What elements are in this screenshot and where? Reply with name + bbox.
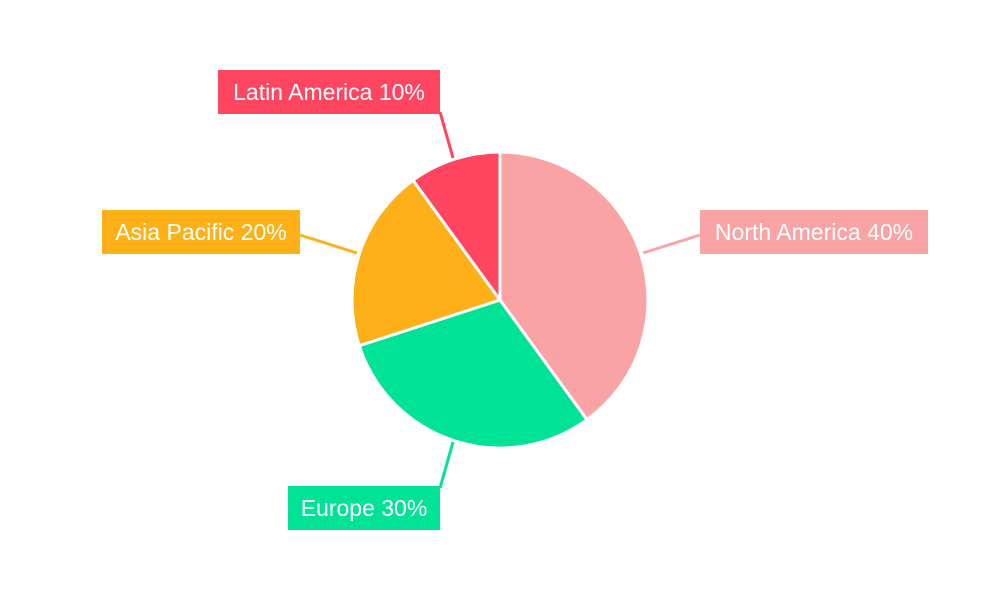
- leader-line-europe: [438, 441, 455, 489]
- data-label-box-europe: [288, 486, 440, 530]
- data-label-box-asia-pacific: [102, 210, 300, 254]
- pie-slice-europe[interactable]: [357, 298, 590, 450]
- pie-slice-north-america[interactable]: [498, 150, 650, 422]
- data-label-box-north-america: [700, 210, 928, 254]
- leader-line-latin-america: [438, 111, 455, 159]
- leader-line-north-america: [642, 233, 701, 255]
- data-label-latin-america: Latin America 10%: [233, 79, 425, 105]
- leader-line-asia-pacific: [299, 233, 358, 255]
- data-label-europe: Europe 30%: [301, 495, 428, 521]
- pie-slice-latin-america[interactable]: [410, 150, 502, 305]
- data-label-north-america: North America 40%: [715, 219, 913, 245]
- data-label-box-latin-america: [218, 70, 440, 114]
- pie-slice-asia-pacific[interactable]: [350, 178, 503, 348]
- data-label-asia-pacific: Asia Pacific 20%: [115, 219, 286, 245]
